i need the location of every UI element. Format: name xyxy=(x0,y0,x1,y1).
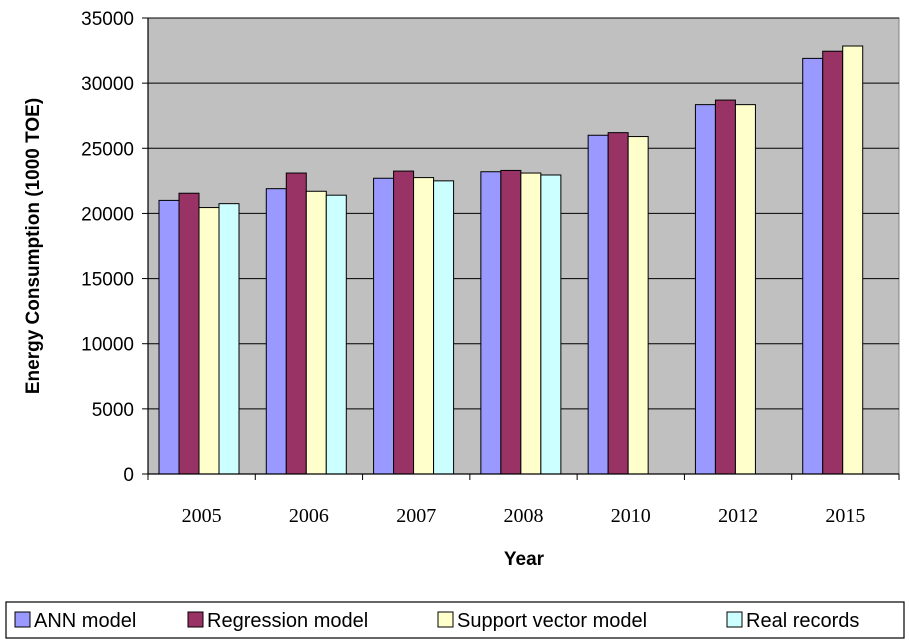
bar-regression-model-2005 xyxy=(178,192,200,475)
bar-support-vector-model-2008 xyxy=(520,172,542,475)
legend-swatch xyxy=(14,611,31,628)
x-tick-label: 2005 xyxy=(182,505,222,527)
y-tick-label: 0 xyxy=(123,465,134,486)
legend-label: ANN model xyxy=(34,610,136,632)
legend-box xyxy=(5,601,905,639)
bar-support-vector-model-2007 xyxy=(413,177,435,475)
bar-ann-model-2006 xyxy=(265,188,287,475)
bar-regression-model-2006 xyxy=(285,172,307,475)
legend-items: ANN model Regression model Support vector … xyxy=(14,610,859,632)
bar-regression-model-2010 xyxy=(607,132,629,475)
bar-support-vector-model-2005 xyxy=(198,207,220,475)
legend-label: Support vector model xyxy=(457,610,647,632)
legend-swatch xyxy=(437,611,454,628)
y-tick-label: 5000 xyxy=(92,400,134,421)
bar-real-records-2006 xyxy=(325,194,347,475)
bar-real-records-2008 xyxy=(540,174,562,475)
y-tick-label: 15000 xyxy=(81,270,134,291)
axes xyxy=(142,17,900,480)
x-tick-label: 2010 xyxy=(611,505,651,527)
bar-ann-model-2012 xyxy=(694,104,716,475)
y-tick-label: 10000 xyxy=(81,335,134,356)
legend-label: Regression model xyxy=(207,610,368,632)
x-tick-label: 2007 xyxy=(396,505,436,527)
legend-swatch xyxy=(726,611,743,628)
x-axis-title: Year xyxy=(504,549,545,570)
bar-ann-model-2015 xyxy=(802,57,824,475)
x-tick-label: 2006 xyxy=(289,505,329,527)
bar-support-vector-model-2010 xyxy=(627,136,649,475)
bar-support-vector-model-2012 xyxy=(734,104,756,475)
bar-ann-model-2010 xyxy=(587,134,609,475)
bar-ann-model-2007 xyxy=(373,177,395,475)
bar-regression-model-2012 xyxy=(714,99,736,475)
x-tick-label: 2008 xyxy=(504,505,544,527)
bars xyxy=(158,45,864,475)
bar-support-vector-model-2006 xyxy=(305,190,327,475)
x-tick-labels: 2005 2006 2007 2008 2010 2012 2015 xyxy=(182,505,866,527)
bar-real-records-2007 xyxy=(433,180,455,475)
y-tick-label: 30000 xyxy=(81,74,134,95)
bar-real-records-2005 xyxy=(218,203,240,475)
bar-regression-model-2008 xyxy=(500,169,522,475)
y-tick-label: 35000 xyxy=(81,9,134,30)
legend-label: Real records xyxy=(746,610,859,632)
y-axis-title: Energy Consumption (1000 TOE) xyxy=(23,98,44,394)
y-tick-label: 25000 xyxy=(81,139,134,160)
bar-regression-model-2015 xyxy=(822,50,844,475)
bar-support-vector-model-2015 xyxy=(842,45,864,475)
y-tick-label: 20000 xyxy=(81,204,134,225)
bar-ann-model-2005 xyxy=(158,199,180,475)
y-tick-labels: 0 5000 10000 15000 20000 25000 30000 35000 xyxy=(81,9,134,486)
legend: ANN model Regression model Support vector … xyxy=(5,601,905,639)
bar-ann-model-2008 xyxy=(480,171,502,475)
x-tick-label: 2015 xyxy=(825,505,865,527)
bar-regression-model-2007 xyxy=(393,170,415,475)
legend-swatch xyxy=(187,611,204,628)
x-tick-label: 2012 xyxy=(718,505,758,527)
